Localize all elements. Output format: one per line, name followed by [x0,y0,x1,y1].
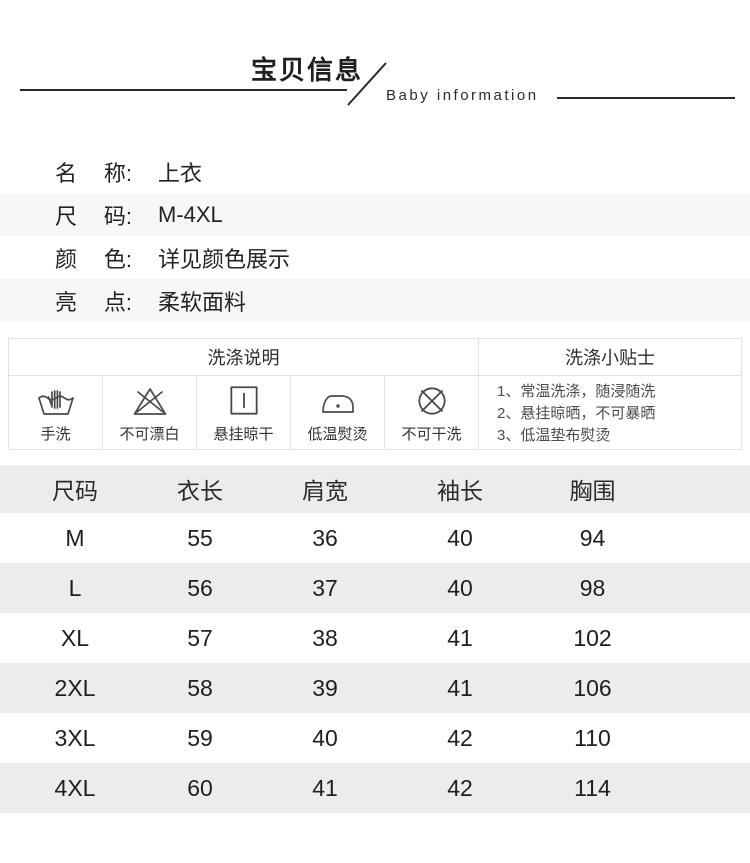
wash-symbol-label: 手洗 [40,426,71,443]
info-label-char: 色: [103,246,132,272]
cell-sleeve: 42 [447,774,473,801]
info-label-char: 码: [103,203,132,229]
header-left-rule [20,89,347,91]
header: 宝贝信息 Baby information [0,0,750,150]
table-row: 4XL 60 41 42 114 [0,763,750,813]
cell-shoulder: 41 [312,774,338,801]
table-row: XL 57 38 41 102 [0,613,750,663]
cell-length: 59 [187,724,213,751]
page-title: 宝贝信息 [251,55,364,85]
wash-symbol-hang-dry: 悬挂晾干 [197,376,291,449]
info-label-char: 点: [103,289,132,315]
cell-bust: 114 [574,774,611,801]
wash-symbol-label: 低温熨烫 [307,426,368,443]
wash-symbol-label: 不可漂白 [119,426,180,443]
wash-symbol-label: 不可干洗 [401,426,462,443]
info-row-color: 颜 色: 详见颜色展示 [0,236,750,279]
size-chart: 尺码 衣长 肩宽 袖长 胸围 M 55 36 40 94 L 56 37 40 … [0,465,750,813]
info-label: 颜 色: [55,242,132,274]
cell-bust: 110 [574,724,611,751]
column-header: 衣长 [177,478,223,504]
wash-symbol-low-temp-iron: 低温熨烫 [291,376,385,449]
column-header: 尺码 [52,478,98,504]
wash-instructions-title: 洗涤说明 [9,339,479,376]
no-dry-clean-icon [413,381,451,421]
info-label-char: 亮 [55,289,78,315]
wash-tips-list: 1、常温洗涤，随浸随洗 2、悬挂晾晒，不可暴晒 3、低温垫布熨烫 [479,376,741,449]
cell-shoulder: 40 [312,724,338,751]
cell-size: 2XL [54,674,96,701]
cell-size: 4XL [54,774,96,801]
cell-bust: 106 [573,674,612,701]
column-header: 肩宽 [302,478,348,504]
wash-symbol-hand-wash: 手洗 [9,376,103,449]
info-row-size: 尺 码: M-4XL [0,193,750,236]
cell-sleeve: 41 [447,674,473,701]
cell-length: 55 [187,524,213,551]
low-temp-iron-icon [318,381,358,421]
product-info-list: 名 称: 上衣 尺 码: M-4XL 颜 色: 详见颜色展示 亮 点: 柔软面料 [0,150,750,322]
column-header: 胸围 [569,478,616,504]
cell-sleeve: 41 [447,624,473,651]
cell-length: 58 [187,674,213,701]
cell-length: 57 [187,624,213,651]
cell-bust: 98 [579,574,606,601]
slash-divider-icon [347,62,387,106]
info-label-char: 称: [103,160,132,186]
page-subtitle: Baby information [386,87,539,104]
wash-symbol-no-bleach: 不可漂白 [103,376,197,449]
info-value: 上衣 [158,160,203,186]
cell-sleeve: 42 [447,724,473,751]
cell-sleeve: 40 [447,524,473,551]
size-chart-header: 尺码 衣长 肩宽 袖长 胸围 [0,465,750,513]
cell-shoulder: 39 [312,674,338,701]
info-label: 名 称: [55,156,132,188]
info-label-char: 名 [55,160,78,186]
hand-wash-icon [36,381,76,421]
no-bleach-icon [130,381,170,421]
cell-shoulder: 36 [312,524,338,551]
info-label: 尺 码: [55,199,132,231]
wash-tip: 2、悬挂晾晒，不可暴晒 [497,405,656,422]
info-row-highlight: 亮 点: 柔软面料 [0,279,750,322]
cell-sleeve: 40 [447,574,473,601]
info-label-char: 尺 [55,203,78,229]
table-row: L 56 37 40 98 [0,563,750,613]
info-label-char: 颜 [55,246,78,272]
column-header: 袖长 [437,478,483,504]
wash-symbol-no-dry-clean: 不可干洗 [385,376,479,449]
wash-care-table: 洗涤说明 洗涤小贴士 手洗 不可漂白 [8,338,742,450]
cell-length: 56 [187,574,213,601]
wash-symbol-label: 悬挂晾干 [213,426,274,443]
cell-size: XL [60,624,90,651]
info-value: M-4XL [158,201,223,227]
hang-dry-icon [225,381,263,421]
info-value: 详见颜色展示 [158,246,291,272]
cell-size: L [68,574,82,601]
cell-bust: 102 [573,624,612,651]
info-value: 柔软面料 [158,289,247,315]
cell-size: 3XL [54,724,96,751]
info-row-name: 名 称: 上衣 [0,150,750,193]
table-row: 2XL 58 39 41 106 [0,663,750,713]
wash-tip: 3、低温垫布熨烫 [497,427,611,444]
wash-tip: 1、常温洗涤，随浸随洗 [497,383,656,400]
cell-bust: 94 [579,524,606,551]
table-row: 3XL 59 40 42 110 [0,713,750,763]
table-row: M 55 36 40 94 [0,513,750,563]
cell-length: 60 [187,774,213,801]
info-label: 亮 点: [55,285,132,317]
cell-shoulder: 37 [312,574,338,601]
wash-tips-title: 洗涤小贴士 [479,339,741,376]
cell-shoulder: 38 [312,624,338,651]
cell-size: M [65,524,85,551]
header-right-rule [557,97,735,99]
